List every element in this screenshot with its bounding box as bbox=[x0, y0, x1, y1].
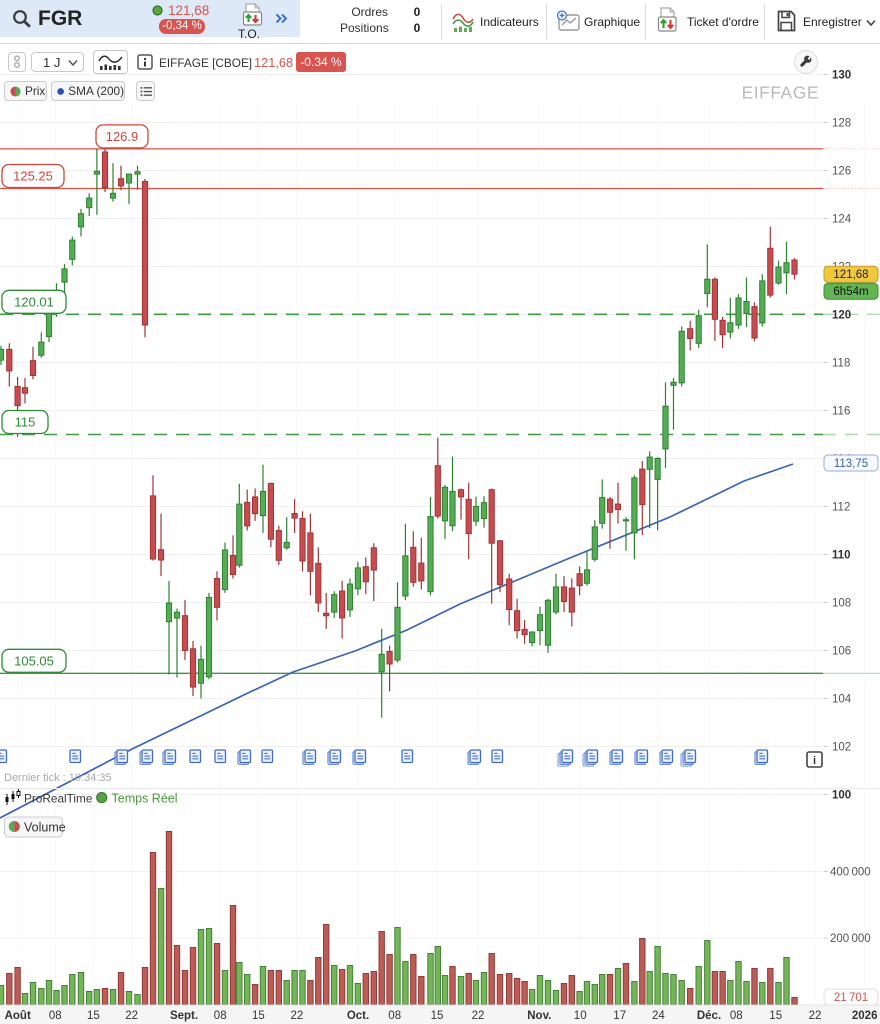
svg-text:108: 108 bbox=[832, 598, 851, 610]
svg-text:125.25: 125.25 bbox=[13, 169, 53, 184]
svg-text:Déc.: Déc. bbox=[697, 1010, 721, 1022]
svg-text:113,75: 113,75 bbox=[834, 458, 868, 470]
svg-text:08: 08 bbox=[214, 1010, 227, 1022]
svg-text:2026: 2026 bbox=[852, 1010, 878, 1022]
svg-text:EIFFAGE: EIFFAGE bbox=[742, 83, 819, 103]
svg-text:118: 118 bbox=[832, 358, 850, 370]
svg-text:22: 22 bbox=[125, 1010, 138, 1022]
svg-text:22: 22 bbox=[809, 1010, 822, 1022]
svg-text:Temps Réel: Temps Réel bbox=[112, 792, 178, 806]
svg-text:112: 112 bbox=[832, 502, 850, 514]
svg-text:130: 130 bbox=[832, 70, 851, 82]
svg-text:Dernier tick : 10:34:35: Dernier tick : 10:34:35 bbox=[4, 772, 112, 784]
svg-text:24: 24 bbox=[652, 1010, 665, 1022]
svg-text:126: 126 bbox=[832, 166, 851, 178]
svg-text:08: 08 bbox=[730, 1010, 743, 1022]
svg-text:i: i bbox=[813, 755, 816, 767]
svg-text:22: 22 bbox=[472, 1010, 485, 1022]
svg-text:21 701: 21 701 bbox=[834, 992, 868, 1004]
svg-text:Oct.: Oct. bbox=[347, 1010, 369, 1022]
svg-text:ProRealTime: ProRealTime bbox=[24, 792, 93, 806]
svg-text:15: 15 bbox=[431, 1010, 444, 1022]
svg-text:Août: Août bbox=[5, 1010, 31, 1022]
svg-text:22: 22 bbox=[291, 1010, 304, 1022]
svg-text:128: 128 bbox=[832, 118, 851, 130]
svg-text:Sept.: Sept. bbox=[170, 1010, 198, 1022]
svg-text:6h54m: 6h54m bbox=[833, 286, 868, 298]
svg-text:10: 10 bbox=[574, 1010, 587, 1022]
svg-text:100: 100 bbox=[832, 790, 851, 802]
svg-text:106: 106 bbox=[832, 646, 851, 658]
svg-text:Nov.: Nov. bbox=[527, 1010, 551, 1022]
svg-text:126.9: 126.9 bbox=[106, 129, 139, 144]
svg-text:08: 08 bbox=[49, 1010, 62, 1022]
svg-text:08: 08 bbox=[388, 1010, 401, 1022]
svg-text:105.05: 105.05 bbox=[14, 653, 54, 668]
svg-text:120.01: 120.01 bbox=[14, 294, 54, 309]
svg-text:115: 115 bbox=[15, 415, 36, 430]
svg-text:Volume: Volume bbox=[24, 821, 66, 835]
svg-text:104: 104 bbox=[832, 694, 852, 706]
svg-text:120: 120 bbox=[832, 310, 851, 322]
svg-text:200 000: 200 000 bbox=[830, 933, 871, 945]
svg-text:15: 15 bbox=[87, 1010, 100, 1022]
svg-text:17: 17 bbox=[613, 1010, 626, 1022]
svg-text:102: 102 bbox=[832, 742, 851, 754]
svg-text:15: 15 bbox=[769, 1010, 782, 1022]
svg-text:15: 15 bbox=[252, 1010, 265, 1022]
svg-text:124: 124 bbox=[832, 214, 852, 226]
svg-text:400 000: 400 000 bbox=[830, 867, 871, 879]
svg-text:110: 110 bbox=[832, 550, 851, 562]
svg-text:116: 116 bbox=[832, 406, 850, 418]
svg-text:121,68: 121,68 bbox=[833, 269, 868, 281]
